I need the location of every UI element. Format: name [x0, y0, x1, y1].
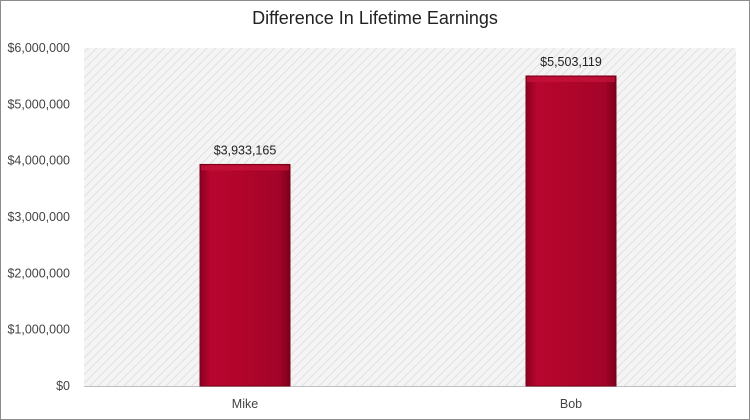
y-tick-label: $0	[56, 379, 70, 393]
x-tick-label: Bob	[560, 397, 582, 411]
y-tick-label: $3,000,000	[7, 210, 70, 224]
bar-mike	[199, 163, 291, 387]
chart-title: Difference In Lifetime Earnings	[252, 8, 498, 28]
y-tick-label: $6,000,000	[7, 41, 70, 55]
data-label: $5,503,119	[540, 55, 602, 69]
x-tick-label: Mike	[232, 397, 258, 411]
bar-bevel	[527, 76, 615, 82]
y-tick-label: $1,000,000	[7, 323, 70, 337]
plot-area	[84, 48, 736, 386]
bar-bevel	[201, 165, 289, 171]
bar-bob	[525, 75, 617, 387]
y-tick-label: $4,000,000	[7, 154, 70, 168]
y-tick-label: $5,000,000	[7, 97, 70, 111]
data-label: $3,933,165	[214, 143, 277, 157]
y-tick-label: $2,000,000	[7, 266, 70, 280]
